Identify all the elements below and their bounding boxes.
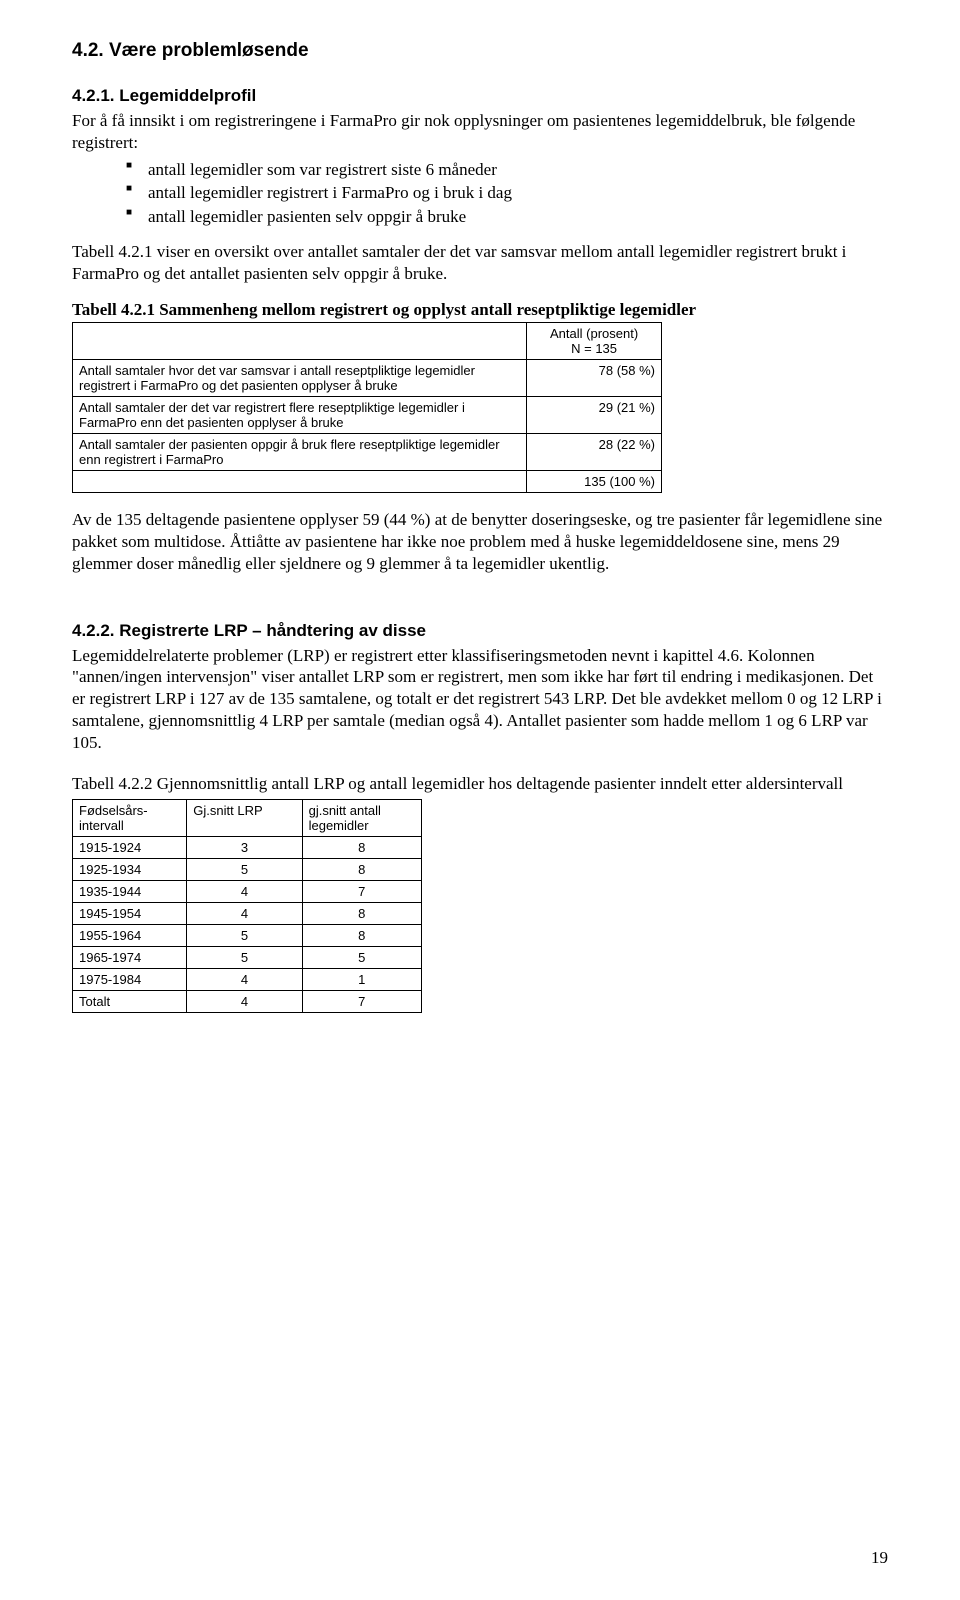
intro-paragraph: For å få innsikt i om registreringene i …	[72, 110, 888, 154]
table-row: 1975-1984 4 1	[73, 969, 422, 991]
table-caption-2: Tabell 4.2.2 Gjennomsnittlig antall LRP …	[72, 773, 888, 795]
table-cell: 1945-1954	[73, 903, 187, 925]
paragraph: Legemiddelrelaterte problemer (LRP) er r…	[72, 645, 888, 754]
heading-4-2-1: 4.2.1. Legemiddelprofil	[72, 86, 888, 106]
table-row: 1955-1964 5 8	[73, 925, 422, 947]
paragraph: Tabell 4.2.1 viser en oversikt over anta…	[72, 241, 888, 285]
table-cell: Antall samtaler hvor det var samsvar i a…	[73, 360, 527, 397]
table-cell: 4	[187, 969, 302, 991]
table-row: 1945-1954 4 8	[73, 903, 422, 925]
table-cell: 1955-1964	[73, 925, 187, 947]
table-row: Antall samtaler der det var registrert f…	[73, 397, 662, 434]
bullet-item: antall legemidler som var registrert sis…	[126, 158, 888, 182]
table-cell: 1965-1974	[73, 947, 187, 969]
table-row: Fødselsårs-intervall Gj.snitt LRP gj.sni…	[73, 800, 422, 837]
bullet-item: antall legemidler pasienten selv oppgir …	[126, 205, 888, 229]
table-cell: 1925-1934	[73, 859, 187, 881]
bullet-list: antall legemidler som var registrert sis…	[126, 158, 888, 229]
table-cell: 1	[302, 969, 421, 991]
table-cell: 5	[302, 947, 421, 969]
table-cell: Antall samtaler der det var registrert f…	[73, 397, 527, 434]
table-cell	[73, 323, 527, 360]
table-header: Fødselsårs-intervall	[73, 800, 187, 837]
table-cell: 5	[187, 859, 302, 881]
table-cell: 7	[302, 991, 421, 1013]
table-4-2-2: Fødselsårs-intervall Gj.snitt LRP gj.sni…	[72, 799, 422, 1013]
table-row: 1925-1934 5 8	[73, 859, 422, 881]
table-header: Gj.snitt LRP	[187, 800, 302, 837]
table-cell: 78 (58 %)	[527, 360, 662, 397]
paragraph: Av de 135 deltagende pasientene opplyser…	[72, 509, 888, 574]
table-4-2-1: Antall (prosent) N = 135 Antall samtaler…	[72, 322, 662, 493]
heading-4-2-2: 4.2.2. Registrerte LRP – håndtering av d…	[72, 621, 888, 641]
table-cell: 4	[187, 881, 302, 903]
bullet-item: antall legemidler registrert i FarmaPro …	[126, 181, 888, 205]
table-cell: Antall (prosent) N = 135	[527, 323, 662, 360]
heading-4-2: 4.2. Være problemløsende	[72, 40, 888, 62]
table-cell: 135 (100 %)	[527, 471, 662, 493]
table-cell: 1935-1944	[73, 881, 187, 903]
table-cell: 1975-1984	[73, 969, 187, 991]
table-cell: 5	[187, 925, 302, 947]
table-row: Antall (prosent) N = 135	[73, 323, 662, 360]
table-cell: 3	[187, 837, 302, 859]
table-cell: 4	[187, 991, 302, 1013]
table-row: Antall samtaler der pasienten oppgir å b…	[73, 434, 662, 471]
table-cell: 4	[187, 903, 302, 925]
table-cell: 7	[302, 881, 421, 903]
table-cell	[73, 471, 527, 493]
table-cell: 28 (22 %)	[527, 434, 662, 471]
table-caption-1: Tabell 4.2.1 Sammenheng mellom registrer…	[72, 300, 888, 320]
table-row: Totalt 4 7	[73, 991, 422, 1013]
page-number: 19	[871, 1548, 888, 1568]
table-cell: 29 (21 %)	[527, 397, 662, 434]
table-cell: 8	[302, 837, 421, 859]
table-cell: Totalt	[73, 991, 187, 1013]
table-row: 135 (100 %)	[73, 471, 662, 493]
table-cell: 8	[302, 925, 421, 947]
table-cell: 1915-1924	[73, 837, 187, 859]
table-row: 1965-1974 5 5	[73, 947, 422, 969]
table-header: gj.snitt antalllegemidler	[302, 800, 421, 837]
table-row: 1915-1924 3 8	[73, 837, 422, 859]
table-cell: 8	[302, 859, 421, 881]
table-cell: 5	[187, 947, 302, 969]
table-row: 1935-1944 4 7	[73, 881, 422, 903]
table-cell: Antall samtaler der pasienten oppgir å b…	[73, 434, 527, 471]
table-row: Antall samtaler hvor det var samsvar i a…	[73, 360, 662, 397]
table-cell: 8	[302, 903, 421, 925]
